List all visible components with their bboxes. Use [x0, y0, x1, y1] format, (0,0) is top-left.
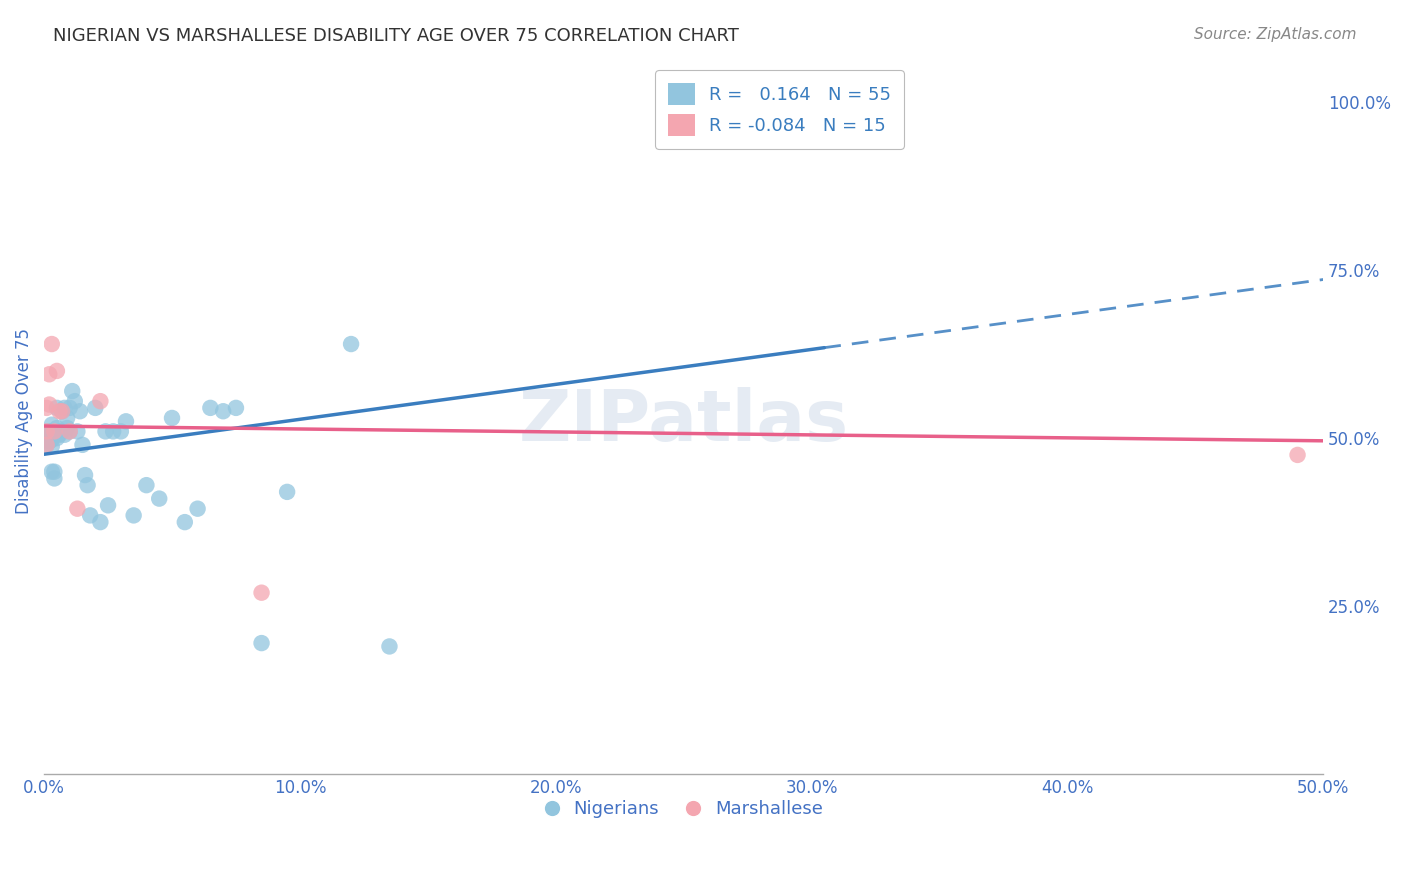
Text: NIGERIAN VS MARSHALLESE DISABILITY AGE OVER 75 CORRELATION CHART: NIGERIAN VS MARSHALLESE DISABILITY AGE O…	[53, 27, 740, 45]
Y-axis label: Disability Age Over 75: Disability Age Over 75	[15, 328, 32, 515]
Point	[59, 401, 82, 415]
Point	[38, 427, 60, 442]
Point	[84, 401, 107, 415]
Text: ZIPatlas: ZIPatlas	[519, 387, 849, 456]
Point	[160, 411, 183, 425]
Point	[94, 425, 117, 439]
Point	[45, 421, 67, 435]
Point	[89, 515, 111, 529]
Point	[53, 427, 76, 442]
Point	[89, 394, 111, 409]
Point	[51, 404, 73, 418]
Point	[44, 471, 66, 485]
Point	[38, 431, 60, 445]
Point	[110, 425, 132, 439]
Point	[173, 515, 195, 529]
Point	[66, 425, 89, 439]
Point	[276, 484, 298, 499]
Point	[35, 431, 58, 445]
Point	[1286, 448, 1309, 462]
Point	[41, 425, 63, 439]
Point	[97, 499, 120, 513]
Point	[66, 501, 89, 516]
Point	[101, 425, 124, 439]
Point	[48, 425, 70, 439]
Point	[53, 401, 76, 415]
Point	[51, 404, 73, 418]
Point	[135, 478, 157, 492]
Point	[56, 421, 79, 435]
Legend: Nigerians, Marshallese: Nigerians, Marshallese	[537, 793, 830, 825]
Point	[63, 394, 86, 409]
Point	[59, 425, 82, 439]
Point	[45, 431, 67, 445]
Point	[187, 501, 209, 516]
Point	[48, 404, 70, 418]
Point	[148, 491, 170, 506]
Point	[38, 398, 60, 412]
Point	[59, 425, 82, 439]
Point	[200, 401, 222, 415]
Point	[378, 640, 401, 654]
Point	[35, 425, 58, 439]
Point	[56, 411, 79, 425]
Point	[38, 434, 60, 449]
Point	[35, 438, 58, 452]
Point	[41, 465, 63, 479]
Point	[73, 468, 96, 483]
Point	[250, 585, 273, 599]
Point	[48, 427, 70, 442]
Point	[60, 384, 83, 398]
Point	[41, 417, 63, 432]
Point	[44, 465, 66, 479]
Point	[79, 508, 101, 523]
Point	[35, 401, 58, 415]
Point	[250, 636, 273, 650]
Point	[45, 401, 67, 415]
Point	[340, 337, 363, 351]
Point	[41, 433, 63, 447]
Point	[38, 368, 60, 382]
Point	[38, 425, 60, 439]
Point	[72, 438, 94, 452]
Point	[35, 438, 58, 452]
Point	[51, 425, 73, 439]
Point	[69, 404, 91, 418]
Point	[45, 364, 67, 378]
Point	[41, 337, 63, 351]
Point	[76, 478, 98, 492]
Point	[115, 414, 138, 428]
Point	[225, 401, 247, 415]
Point	[44, 425, 66, 439]
Text: Source: ZipAtlas.com: Source: ZipAtlas.com	[1194, 27, 1357, 42]
Point	[41, 439, 63, 453]
Point	[122, 508, 145, 523]
Point	[35, 425, 58, 439]
Point	[212, 404, 235, 418]
